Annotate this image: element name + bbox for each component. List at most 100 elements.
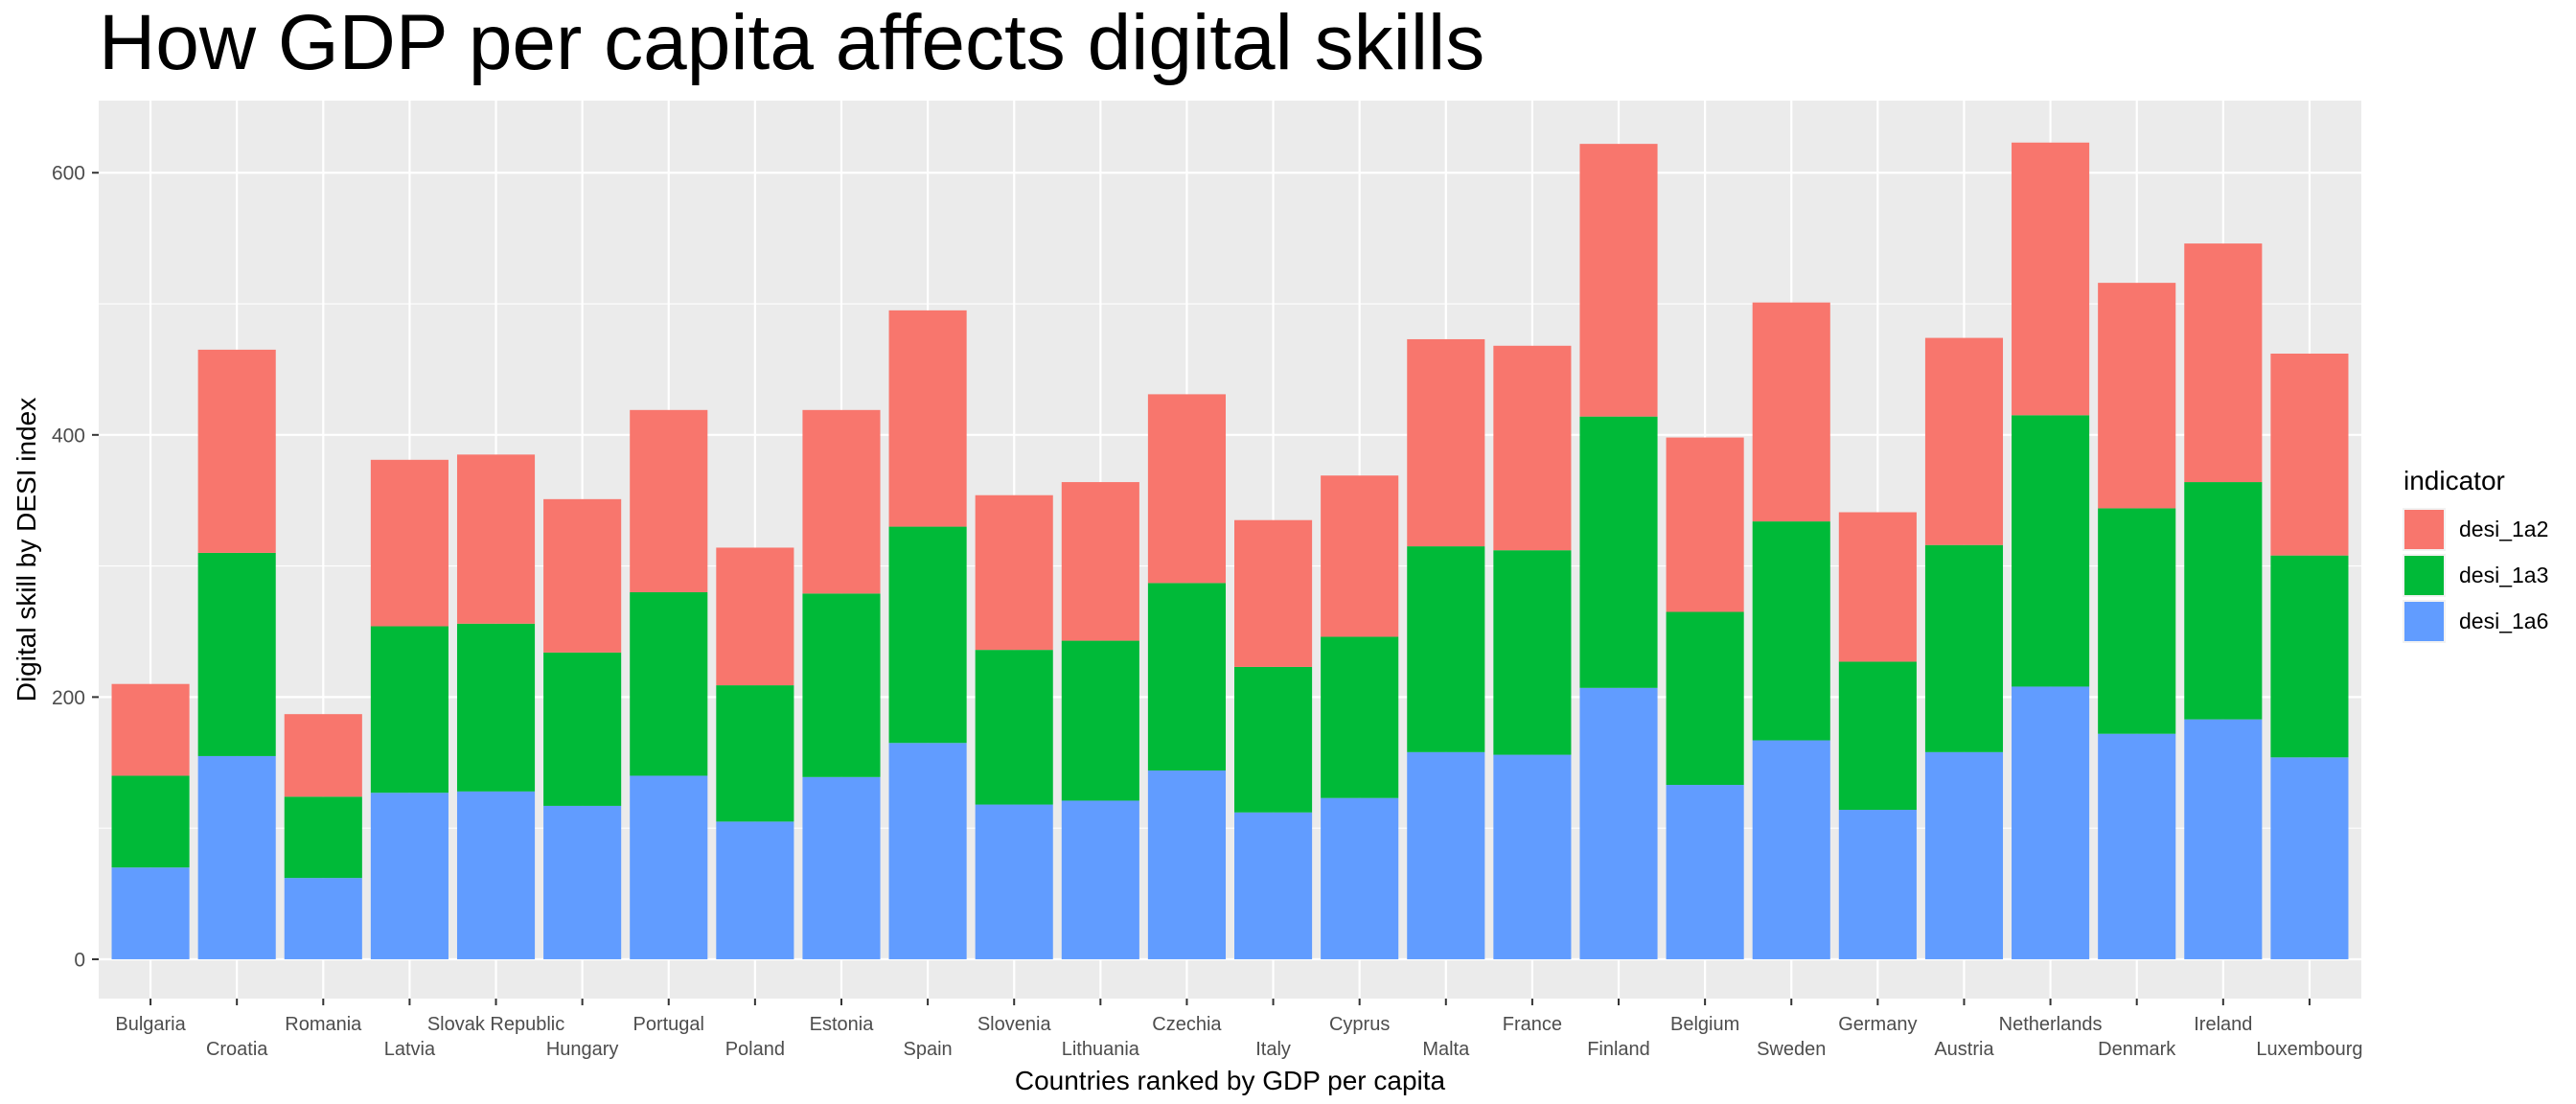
- bar-desi_1a3-poland: [716, 685, 794, 822]
- bar-desi_1a3-lithuania: [1061, 640, 1139, 801]
- bar-desi_1a6-malta: [1407, 751, 1485, 959]
- bar-desi_1a3-spain: [888, 526, 967, 744]
- bar-desi_1a6-cyprus: [1321, 797, 1399, 959]
- y-tick-label: 400: [52, 425, 85, 447]
- y-tick-label: 200: [52, 687, 85, 709]
- y-axis-label: Digital skill by DESI index: [12, 398, 41, 702]
- x-tick-label: Portugal: [633, 1014, 705, 1035]
- bar-desi_1a6-portugal: [630, 775, 708, 959]
- bar-desi_1a2-romania: [284, 714, 362, 797]
- bar-desi_1a3-finland: [1579, 416, 1658, 688]
- bar-desi_1a3-netherlands: [2012, 415, 2090, 687]
- bar-desi_1a6-netherlands: [2012, 686, 2090, 959]
- bar-desi_1a6-bulgaria: [111, 867, 190, 959]
- bar-desi_1a2-bulgaria: [111, 683, 190, 776]
- bar-desi_1a3-slovak-republic: [456, 623, 536, 792]
- bar-desi_1a6-hungary: [543, 805, 622, 959]
- bar-desi_1a3-portugal: [630, 591, 708, 776]
- bar-desi_1a6-lithuania: [1061, 800, 1139, 959]
- bar-desi_1a3-croatia: [197, 552, 276, 756]
- bar-desi_1a3-cyprus: [1321, 636, 1399, 798]
- y-tick-label: 600: [52, 163, 85, 185]
- bar-desi_1a2-ireland: [2184, 243, 2263, 483]
- bar-desi_1a2-cyprus: [1321, 475, 1399, 637]
- chart-title: How GDP per capita affects digital skill…: [99, 0, 1485, 86]
- bar-desi_1a6-spain: [888, 743, 967, 959]
- bars: [111, 142, 2349, 959]
- x-tick-label: Ireland: [2194, 1014, 2252, 1035]
- x-tick-label: Denmark: [2098, 1039, 2176, 1060]
- bar-desi_1a6-austria: [1924, 751, 2004, 959]
- bar-desi_1a2-belgium: [1666, 437, 1744, 612]
- bar-desi_1a2-estonia: [802, 409, 881, 594]
- bar-desi_1a3-estonia: [802, 593, 881, 777]
- bar-desi_1a3-czechia: [1147, 583, 1226, 770]
- bar-desi_1a2-malta: [1407, 338, 1485, 547]
- bar-desi_1a2-hungary: [543, 498, 622, 653]
- x-tick-label: Poland: [725, 1039, 785, 1060]
- x-tick-label: Latvia: [384, 1039, 436, 1060]
- bar-desi_1a6-italy: [1234, 812, 1313, 959]
- bar-desi_1a2-czechia: [1147, 394, 1226, 584]
- bar-desi_1a6-france: [1493, 754, 1572, 959]
- x-tick-label: Netherlands: [1999, 1014, 2103, 1035]
- y-tick-label: 0: [74, 949, 85, 971]
- bar-desi_1a2-lithuania: [1061, 482, 1139, 641]
- x-axis: Bulgaria Croatia Romania Latvia Slovak Repub…: [115, 999, 2363, 1060]
- legend-title: indicator: [2404, 466, 2505, 495]
- x-tick-label: Slovak Republic: [427, 1014, 564, 1035]
- bar-desi_1a6-estonia: [802, 776, 881, 959]
- bar-desi_1a6-denmark: [2098, 733, 2176, 959]
- bar-desi_1a6-croatia: [197, 755, 276, 959]
- bar-desi_1a3-austria: [1924, 544, 2004, 752]
- bar-desi_1a3-belgium: [1666, 611, 1744, 786]
- bar-desi_1a3-denmark: [2098, 508, 2176, 734]
- bar-desi_1a2-spain: [888, 310, 967, 527]
- x-tick-label: Slovenia: [978, 1014, 1052, 1035]
- x-tick-label: Bulgaria: [115, 1014, 186, 1035]
- bar-desi_1a3-france: [1493, 550, 1572, 755]
- bar-desi_1a2-slovenia: [975, 494, 1053, 651]
- x-tick-label: Lithuania: [1062, 1039, 1140, 1060]
- legend-label: desi_1a3: [2459, 563, 2548, 587]
- bar-desi_1a2-latvia: [370, 459, 448, 627]
- x-tick-label: Romania: [285, 1014, 362, 1035]
- bar-desi_1a2-croatia: [197, 349, 276, 553]
- bar-desi_1a2-sweden: [1752, 302, 1830, 522]
- bar-desi_1a3-bulgaria: [111, 775, 190, 868]
- x-tick-label: France: [1503, 1014, 1562, 1035]
- x-tick-label: Spain: [904, 1039, 953, 1060]
- legend: indicator desi_1a2 desi_1a3 desi_1a6: [2403, 466, 2548, 643]
- bar-desi_1a3-luxembourg: [2270, 555, 2349, 758]
- bar-desi_1a3-sweden: [1752, 521, 1830, 741]
- bar-desi_1a2-luxembourg: [2270, 354, 2349, 556]
- bar-desi_1a6-ireland: [2184, 719, 2263, 959]
- bar-desi_1a3-hungary: [543, 652, 622, 806]
- bar-desi_1a6-germany: [1838, 810, 1917, 959]
- bar-desi_1a2-finland: [1579, 144, 1658, 417]
- bar-desi_1a2-austria: [1924, 337, 2004, 545]
- bar-desi_1a6-slovak-republic: [456, 791, 536, 959]
- legend-key-desi_1a3: [2404, 556, 2444, 595]
- x-tick-label: Sweden: [1757, 1039, 1826, 1060]
- bar-desi_1a2-france: [1493, 345, 1572, 551]
- x-tick-label: Hungary: [546, 1039, 619, 1060]
- bar-desi_1a6-luxembourg: [2270, 757, 2349, 959]
- bar-desi_1a6-sweden: [1752, 740, 1830, 959]
- x-tick-label: Belgium: [1670, 1014, 1739, 1035]
- bar-desi_1a2-slovak-republic: [456, 454, 536, 624]
- bar-desi_1a6-finland: [1579, 687, 1658, 959]
- x-axis-label: Countries ranked by GDP per capita: [1015, 1066, 1446, 1095]
- legend-label: desi_1a2: [2459, 517, 2548, 541]
- x-tick-label: Austria: [1934, 1039, 1994, 1060]
- bar-desi_1a2-portugal: [630, 409, 708, 592]
- bar-desi_1a3-germany: [1838, 661, 1917, 811]
- bar-desi_1a6-belgium: [1666, 785, 1744, 959]
- x-tick-label: Germany: [1838, 1014, 1917, 1035]
- bar-desi_1a2-netherlands: [2012, 142, 2090, 416]
- x-tick-label: Luxembourg: [2256, 1039, 2362, 1060]
- bar-desi_1a3-romania: [284, 796, 362, 879]
- bar-desi_1a3-italy: [1234, 666, 1313, 813]
- x-tick-label: Malta: [1422, 1039, 1470, 1060]
